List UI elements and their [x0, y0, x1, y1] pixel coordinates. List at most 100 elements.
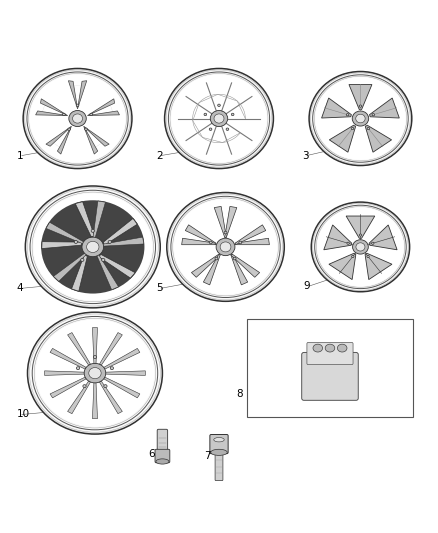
FancyBboxPatch shape [307, 342, 353, 365]
Polygon shape [110, 104, 113, 112]
Polygon shape [235, 238, 269, 245]
Polygon shape [46, 222, 86, 245]
Polygon shape [78, 80, 87, 109]
Text: 6: 6 [148, 449, 155, 458]
Ellipse shape [352, 255, 354, 257]
Polygon shape [53, 142, 60, 148]
Ellipse shape [90, 113, 92, 116]
Polygon shape [93, 201, 106, 240]
Polygon shape [99, 381, 122, 414]
Ellipse shape [211, 449, 227, 455]
Ellipse shape [367, 127, 370, 130]
Ellipse shape [63, 113, 65, 116]
Ellipse shape [325, 344, 335, 352]
Polygon shape [101, 237, 144, 246]
FancyBboxPatch shape [157, 429, 168, 453]
Ellipse shape [33, 193, 152, 301]
Polygon shape [53, 252, 88, 281]
Polygon shape [324, 225, 352, 250]
Polygon shape [369, 225, 397, 250]
Ellipse shape [23, 68, 132, 168]
Ellipse shape [82, 237, 104, 257]
Ellipse shape [74, 240, 78, 244]
Text: 8: 8 [237, 389, 243, 399]
Polygon shape [103, 219, 137, 245]
Polygon shape [67, 333, 91, 365]
Ellipse shape [35, 319, 154, 427]
Ellipse shape [214, 114, 224, 123]
Polygon shape [46, 126, 71, 146]
Ellipse shape [351, 127, 354, 130]
Polygon shape [231, 254, 247, 285]
Polygon shape [365, 253, 392, 280]
Polygon shape [45, 371, 85, 375]
Polygon shape [46, 222, 86, 245]
FancyBboxPatch shape [210, 434, 228, 454]
Polygon shape [71, 255, 87, 291]
Polygon shape [40, 99, 67, 116]
Polygon shape [84, 126, 98, 154]
Polygon shape [235, 225, 266, 245]
Polygon shape [321, 98, 351, 118]
Ellipse shape [68, 128, 71, 131]
Polygon shape [98, 255, 135, 278]
Ellipse shape [352, 111, 369, 126]
Polygon shape [93, 201, 106, 240]
Polygon shape [88, 99, 115, 116]
FancyBboxPatch shape [155, 449, 170, 463]
Polygon shape [365, 125, 392, 152]
Ellipse shape [108, 240, 111, 244]
Polygon shape [104, 349, 140, 369]
Polygon shape [329, 253, 356, 280]
Ellipse shape [224, 231, 227, 234]
Ellipse shape [81, 259, 84, 261]
Ellipse shape [353, 240, 368, 254]
Text: 2: 2 [156, 150, 162, 160]
Ellipse shape [215, 257, 218, 260]
Ellipse shape [83, 385, 86, 387]
Polygon shape [42, 104, 45, 112]
Ellipse shape [337, 344, 347, 352]
Ellipse shape [309, 71, 412, 166]
Ellipse shape [367, 255, 369, 257]
Polygon shape [203, 254, 220, 285]
Polygon shape [231, 254, 260, 277]
Polygon shape [182, 238, 216, 245]
Polygon shape [84, 126, 109, 146]
Polygon shape [191, 254, 220, 277]
Ellipse shape [220, 242, 231, 252]
Polygon shape [42, 241, 82, 248]
Ellipse shape [69, 110, 86, 126]
Ellipse shape [73, 114, 82, 123]
Text: 5: 5 [156, 283, 162, 293]
FancyBboxPatch shape [247, 319, 413, 417]
Polygon shape [88, 111, 120, 116]
Ellipse shape [41, 200, 145, 294]
Ellipse shape [204, 113, 207, 116]
Ellipse shape [317, 207, 404, 286]
Polygon shape [95, 142, 102, 148]
Ellipse shape [85, 128, 87, 131]
Ellipse shape [233, 257, 236, 260]
Polygon shape [346, 216, 375, 238]
Polygon shape [106, 371, 145, 375]
Ellipse shape [167, 192, 284, 301]
Ellipse shape [226, 128, 229, 131]
Ellipse shape [91, 229, 95, 232]
Polygon shape [75, 201, 95, 236]
Polygon shape [185, 225, 216, 245]
Ellipse shape [28, 312, 162, 434]
Ellipse shape [372, 114, 374, 116]
Text: 9: 9 [304, 281, 311, 291]
Polygon shape [57, 126, 71, 154]
Ellipse shape [371, 242, 374, 244]
Polygon shape [96, 253, 119, 290]
Polygon shape [71, 255, 87, 291]
Polygon shape [92, 383, 98, 418]
FancyBboxPatch shape [215, 450, 223, 481]
Polygon shape [349, 85, 372, 109]
Ellipse shape [356, 243, 365, 251]
Polygon shape [68, 80, 78, 109]
Ellipse shape [174, 199, 277, 295]
Polygon shape [92, 328, 98, 364]
